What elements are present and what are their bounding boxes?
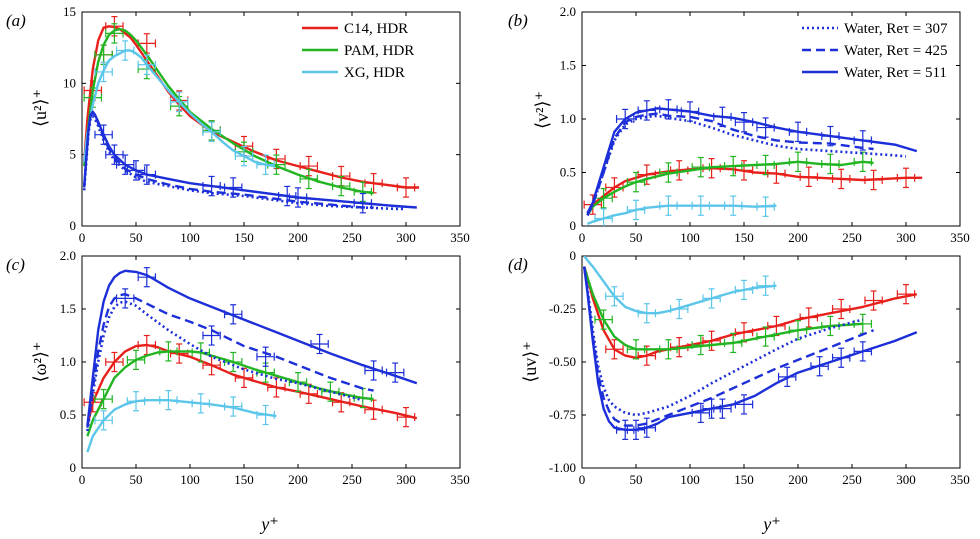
- panel-d-ytick-label: -0.50: [549, 354, 576, 369]
- panel-d-xtick-label: 0: [579, 472, 586, 487]
- panel-b-xtick-label: 250: [842, 230, 862, 245]
- panel-c-series-water-dashed: [86, 293, 374, 428]
- panel-c-xtick-label: 300: [396, 472, 416, 487]
- panel-d-ylabel: ⟨uv⟩⁺: [520, 341, 540, 383]
- panel-c-xtick-label: 50: [130, 472, 143, 487]
- panel-a-series-pam-solid: [83, 27, 374, 195]
- panel-c-ytick-label: 1.0: [60, 354, 76, 369]
- panel-b: (b) ⟨v²⟩⁺ 0 50 100 150 200 250 300 350 0 0.5 1.0 1.…: [508, 4, 970, 245]
- panel-b-ytick-label: 2.0: [560, 4, 576, 19]
- panel-a-xtick-label: 50: [130, 230, 143, 245]
- panel-d-ytick-label: -0.75: [549, 407, 576, 422]
- panel-c-ytick-label: 0: [70, 460, 77, 475]
- panel-b-legend-label: Water, Reτ = 425: [844, 43, 947, 59]
- panel-b-legend-label: Water, Reτ = 511: [844, 65, 947, 81]
- panel-d-xtick-label: 250: [842, 472, 862, 487]
- panel-a: (a) ⟨u²⟩⁺ 0 50 100 150 200 250 300 350 0 5 10 15 C1…: [6, 4, 470, 245]
- panel-d-ytick-label: 0: [570, 248, 577, 263]
- panel-b-series-c14-solid: [586, 166, 923, 216]
- panel-d-ytick-label: -1.00: [549, 460, 576, 475]
- panel-c-xtick-label: 250: [342, 472, 362, 487]
- panel-a-frame: [81, 11, 461, 227]
- panel-a-legend-label: PAM, HDR: [344, 43, 414, 59]
- panel-d-xlabel: y⁺: [761, 514, 781, 534]
- panel-c-xlabel: y⁺: [259, 514, 279, 534]
- panel-c-series-xg-solid: [86, 399, 277, 453]
- panel-a-xtick-label: 0: [79, 230, 86, 245]
- panel-d-frame: [581, 255, 961, 469]
- panel-a-ytick-label: 10: [63, 75, 76, 90]
- panel-a-legend: C14, HDR PAM, HDR XG, HDR: [302, 21, 414, 81]
- panel-c-xtick-label: 350: [450, 472, 470, 487]
- panel-c-frame: [81, 255, 461, 469]
- panel-b-xtick-label: 150: [734, 230, 754, 245]
- panel-a-label: (a): [6, 11, 26, 30]
- panel-d-xtick-label: 50: [630, 472, 643, 487]
- panel-d-series-water-solid: [583, 266, 918, 431]
- panel-b-series-xg-solid: [586, 204, 777, 226]
- panel-d-xtick-label: 200: [788, 472, 808, 487]
- panel-c: (c) ⟨ω²⟩⁺ 0 50 100 150 200 250 300 350 0 0.5 1.0 1.…: [6, 248, 470, 487]
- panel-d-series-c14-solid: [583, 266, 918, 359]
- panel-c-ytick-label: 0.5: [60, 407, 76, 422]
- panel-d-series-water-dashed: [583, 266, 875, 427]
- panel-b-legend-label: Water, Reτ = 307: [844, 21, 948, 37]
- panel-c-ytick-label: 1.5: [60, 301, 76, 316]
- panel-a-series-water-dotted: [82, 114, 406, 211]
- panel-a-ytick-label: 0: [70, 218, 77, 233]
- panel-b-ytick-label: 1.5: [560, 58, 576, 73]
- panel-d-series-group: [582, 256, 918, 440]
- panel-b-xtick-label: 50: [630, 230, 643, 245]
- panel-b-ytick-label: 0: [570, 218, 577, 233]
- panel-b-xtick-label: 0: [579, 230, 586, 245]
- panel-b-label: (b): [508, 11, 528, 30]
- panel-d-series-xg-solid: [583, 256, 777, 315]
- panel-c-series-pam-solid: [86, 350, 374, 437]
- panel-a-xtick-label: 350: [450, 230, 470, 245]
- panel-c-ytick-label: 2.0: [60, 248, 76, 263]
- panel-b-xtick-label: 200: [788, 230, 808, 245]
- panel-d-xtick-label: 300: [896, 472, 916, 487]
- panel-d-ytick-label: -0.25: [549, 301, 576, 316]
- panel-b-plot: 0 50 100 150 200 250 300 350 0 0.5 1.0 1.5 2.0: [560, 4, 970, 245]
- panel-d: (d) ⟨uv⟩⁺ 0 50 100 150 200 250 300 350 0 -0.25 -0.…: [508, 248, 970, 487]
- panel-a-xtick-label: 200: [288, 230, 308, 245]
- panel-b-ytick-label: 0.5: [560, 165, 576, 180]
- panel-a-xtick-label: 100: [180, 230, 200, 245]
- panel-c-series-group: [83, 267, 418, 453]
- panel-a-ytick-label: 5: [70, 147, 77, 162]
- panel-c-series-c14-solid: [86, 343, 418, 426]
- panel-c-plot: 0 50 100 150 200 250 300 350 0 0.5 1.0 1.5 2.0: [60, 248, 470, 487]
- panel-d-xtick-label: 150: [734, 472, 754, 487]
- panel-c-xtick-label: 200: [288, 472, 308, 487]
- panel-d-plot: 0 50 100 150 200 250 300 350 0 -0.25 -0.50 -0.75 -1.…: [549, 248, 970, 487]
- panel-b-xtick-label: 100: [680, 230, 700, 245]
- panel-a-series-water-dashed: [83, 110, 374, 209]
- panel-b-series-water-dashed: [586, 112, 874, 216]
- panel-d-xtick-label: 100: [680, 472, 700, 487]
- panel-b-ytick-label: 1.0: [560, 111, 576, 126]
- panel-a-ylabel: ⟨u²⟩⁺: [30, 89, 50, 127]
- panel-a-series-group: [82, 16, 419, 214]
- panel-a-legend-label: XG, HDR: [344, 65, 405, 81]
- panel-a-xtick-label: 150: [234, 230, 254, 245]
- panel-b-xtick-label: 300: [896, 230, 916, 245]
- panel-c-label: (c): [6, 255, 25, 274]
- panel-c-ylabel: ⟨ω²⟩⁺: [30, 342, 50, 383]
- panel-b-legend: Water, Reτ = 307 Water, Reτ = 425 Water, R…: [802, 21, 948, 81]
- panel-a-ytick-label: 15: [63, 4, 76, 19]
- panel-b-series-group: [583, 99, 923, 226]
- panel-c-xtick-label: 150: [234, 472, 254, 487]
- panel-b-xtick-label: 350: [950, 230, 970, 245]
- panel-c-xtick-label: 0: [79, 472, 86, 487]
- panel-a-xtick-label: 300: [396, 230, 416, 245]
- panel-d-xtick-label: 350: [950, 472, 970, 487]
- panel-a-legend-label: C14, HDR: [344, 21, 408, 37]
- panel-c-xtick-label: 100: [180, 472, 200, 487]
- panel-a-plot: 0 50 100 150 200 250 300 350 0 5 10 15: [63, 4, 470, 245]
- panel-d-label: (d): [508, 255, 528, 274]
- panel-b-ylabel: ⟨v²⟩⁺: [532, 91, 552, 129]
- panel-a-xtick-label: 250: [342, 230, 362, 245]
